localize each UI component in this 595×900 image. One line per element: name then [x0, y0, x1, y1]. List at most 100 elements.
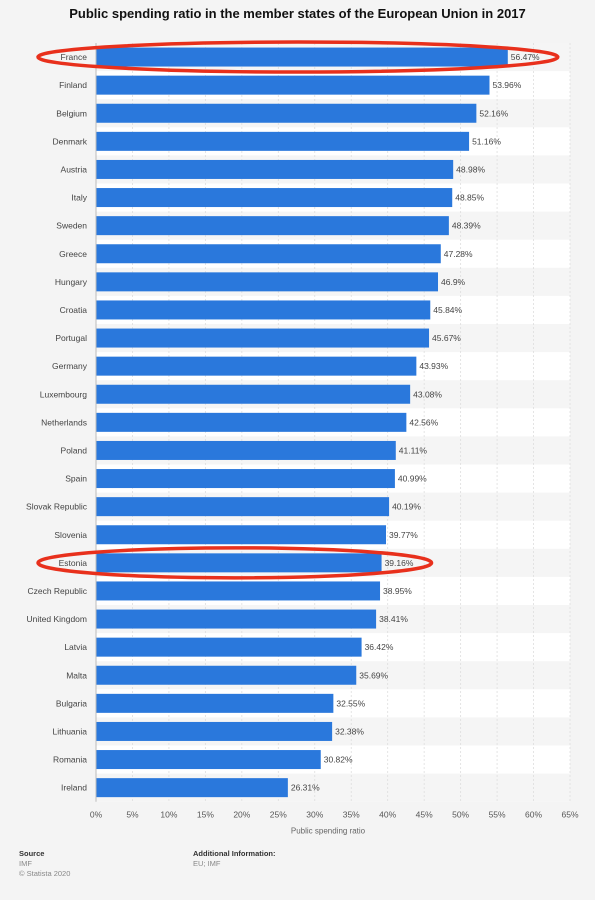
bar-greece — [96, 244, 441, 264]
value-label: 35.69% — [359, 670, 388, 680]
value-label: 53.96% — [492, 80, 521, 90]
info-heading: Additional Information: — [193, 849, 276, 858]
additional-info-block: Additional Information: EU; IMF — [193, 849, 276, 869]
category-label: Hungary — [55, 277, 88, 287]
bar-czech-republic — [96, 581, 381, 601]
bar-lithuania — [96, 721, 333, 741]
bar-denmark — [96, 131, 470, 151]
value-label: 32.55% — [336, 698, 365, 708]
value-label: 36.42% — [365, 642, 394, 652]
value-label: 45.67% — [432, 333, 461, 343]
bar-bulgaria — [96, 693, 334, 713]
x-tick-label: 5% — [126, 810, 139, 820]
source-block: Source IMF © Statista 2020 — [19, 849, 70, 879]
category-label: Lithuania — [52, 726, 87, 736]
value-label: 56.47% — [511, 52, 540, 62]
x-tick-label: 55% — [489, 810, 506, 820]
category-label: Malta — [66, 670, 87, 680]
info-line: EU; IMF — [193, 859, 221, 868]
value-label: 38.41% — [379, 614, 408, 624]
value-label: 46.9% — [441, 277, 466, 287]
x-tick-label: 25% — [270, 810, 287, 820]
category-label: Estonia — [59, 558, 88, 568]
category-label: Netherlands — [41, 417, 87, 427]
bar-poland — [96, 440, 396, 460]
category-label: United Kingdom — [27, 614, 87, 624]
value-label: 47.28% — [444, 249, 473, 259]
bar-latvia — [96, 637, 362, 657]
bar-romania — [96, 750, 321, 770]
bar-united-kingdom — [96, 609, 377, 629]
category-label: Slovenia — [54, 530, 87, 540]
x-tick-label: 10% — [160, 810, 177, 820]
value-label: 51.16% — [472, 136, 501, 146]
x-tick-label: 15% — [197, 810, 214, 820]
x-tick-label: 20% — [233, 810, 250, 820]
value-label: 38.95% — [383, 586, 412, 596]
x-tick-label: 0% — [90, 810, 103, 820]
source-heading: Source — [19, 849, 45, 858]
bar-italy — [96, 188, 453, 208]
category-label: Romania — [53, 755, 87, 765]
x-tick-label: 40% — [379, 810, 396, 820]
category-label: Bulgaria — [56, 698, 87, 708]
x-tick-label: 30% — [306, 810, 323, 820]
category-label: Ireland — [61, 783, 87, 793]
category-label: Germany — [52, 361, 88, 371]
category-label: Belgium — [56, 108, 87, 118]
x-tick-label: 35% — [343, 810, 360, 820]
x-tick-label: 65% — [561, 810, 578, 820]
category-label: Spain — [65, 474, 87, 484]
value-label: 41.11% — [399, 445, 428, 455]
x-tick-label: 50% — [452, 810, 469, 820]
x-tick-label: 45% — [416, 810, 433, 820]
bar-luxembourg — [96, 384, 411, 404]
value-label: 30.82% — [324, 755, 353, 765]
category-label: France — [61, 52, 88, 62]
bar-spain — [96, 469, 395, 489]
bar-belgium — [96, 103, 477, 123]
value-label: 43.08% — [413, 389, 442, 399]
bar-estonia — [96, 553, 382, 573]
category-label: Austria — [61, 164, 88, 174]
bar-germany — [96, 356, 417, 376]
bar-hungary — [96, 272, 439, 292]
x-tick-label: 60% — [525, 810, 542, 820]
chart-title: Public spending ratio in the member stat… — [69, 6, 526, 21]
bar-croatia — [96, 300, 431, 320]
value-label: 52.16% — [479, 108, 508, 118]
value-label: 40.99% — [398, 474, 427, 484]
value-label: 40.19% — [392, 502, 421, 512]
bar-slovak-republic — [96, 497, 390, 517]
value-label: 42.56% — [409, 417, 438, 427]
category-label: Czech Republic — [27, 586, 87, 596]
category-label: Sweden — [56, 221, 87, 231]
value-label: 48.98% — [456, 164, 485, 174]
category-label: Luxembourg — [40, 389, 88, 399]
source-line: IMF — [19, 859, 32, 868]
bar-sweden — [96, 216, 449, 236]
category-label: Slovak Republic — [26, 502, 88, 512]
bar-ireland — [96, 778, 288, 798]
bar-malta — [96, 665, 357, 685]
category-label: Greece — [59, 249, 87, 259]
value-label: 48.85% — [455, 193, 484, 203]
bar-france — [96, 47, 508, 67]
bar-netherlands — [96, 412, 407, 432]
value-label: 48.39% — [452, 221, 481, 231]
bar-portugal — [96, 328, 430, 348]
bar-finland — [96, 75, 490, 95]
copyright-line: © Statista 2020 — [19, 869, 71, 878]
category-label: Denmark — [53, 136, 88, 146]
category-label: Portugal — [55, 333, 87, 343]
value-label: 45.84% — [433, 305, 462, 315]
value-label: 39.77% — [389, 530, 418, 540]
value-label: 43.93% — [419, 361, 448, 371]
x-axis-title: Public spending ratio — [291, 827, 366, 836]
value-label: 26.31% — [291, 783, 320, 793]
value-label: 32.38% — [335, 726, 364, 736]
category-label: Croatia — [60, 305, 88, 315]
bar-austria — [96, 159, 454, 179]
category-label: Poland — [61, 445, 88, 455]
